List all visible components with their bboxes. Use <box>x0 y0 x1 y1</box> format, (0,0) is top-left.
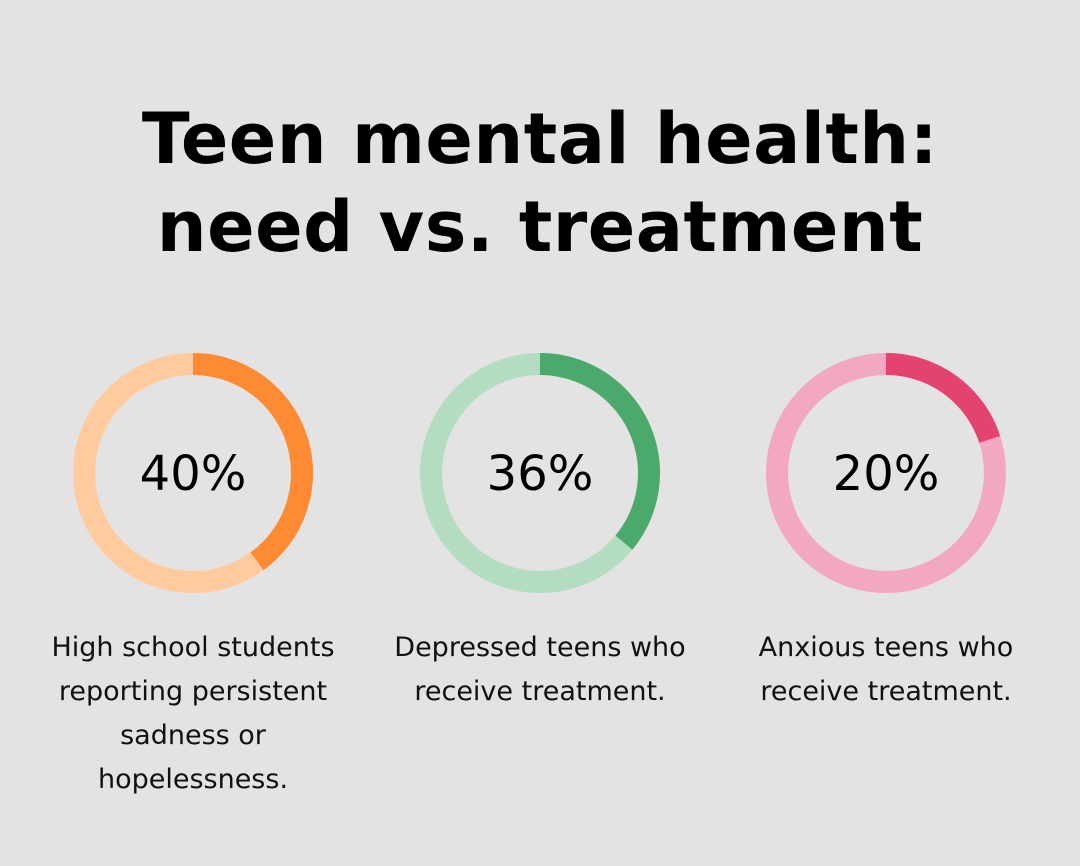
stat-card-sadness: 40% High school students reporting persi… <box>33 352 353 802</box>
stat-value: 40% <box>140 446 247 502</box>
stat-card-anxious: 20% Anxious teens who receive treatment. <box>726 352 1046 714</box>
donut-chart: 20% <box>766 353 1006 593</box>
donut-arc <box>766 353 1006 593</box>
donut-arc <box>73 353 313 593</box>
stat-caption: High school students reporting persisten… <box>51 632 335 795</box>
page-title: Teen mental health: need vs. treatment <box>141 98 939 268</box>
stat-caption: Depressed teens who receive treatment. <box>394 632 686 707</box>
donut-chart: 36% <box>420 353 660 593</box>
stat-caption: Anxious teens who receive treatment. <box>758 632 1014 707</box>
stat-card-depressed: 36% Depressed teens who receive treatmen… <box>380 352 700 714</box>
stat-value: 20% <box>833 446 940 502</box>
donut-chart: 40% <box>73 353 313 593</box>
donut-arc <box>420 353 660 593</box>
stat-value: 36% <box>487 446 594 502</box>
